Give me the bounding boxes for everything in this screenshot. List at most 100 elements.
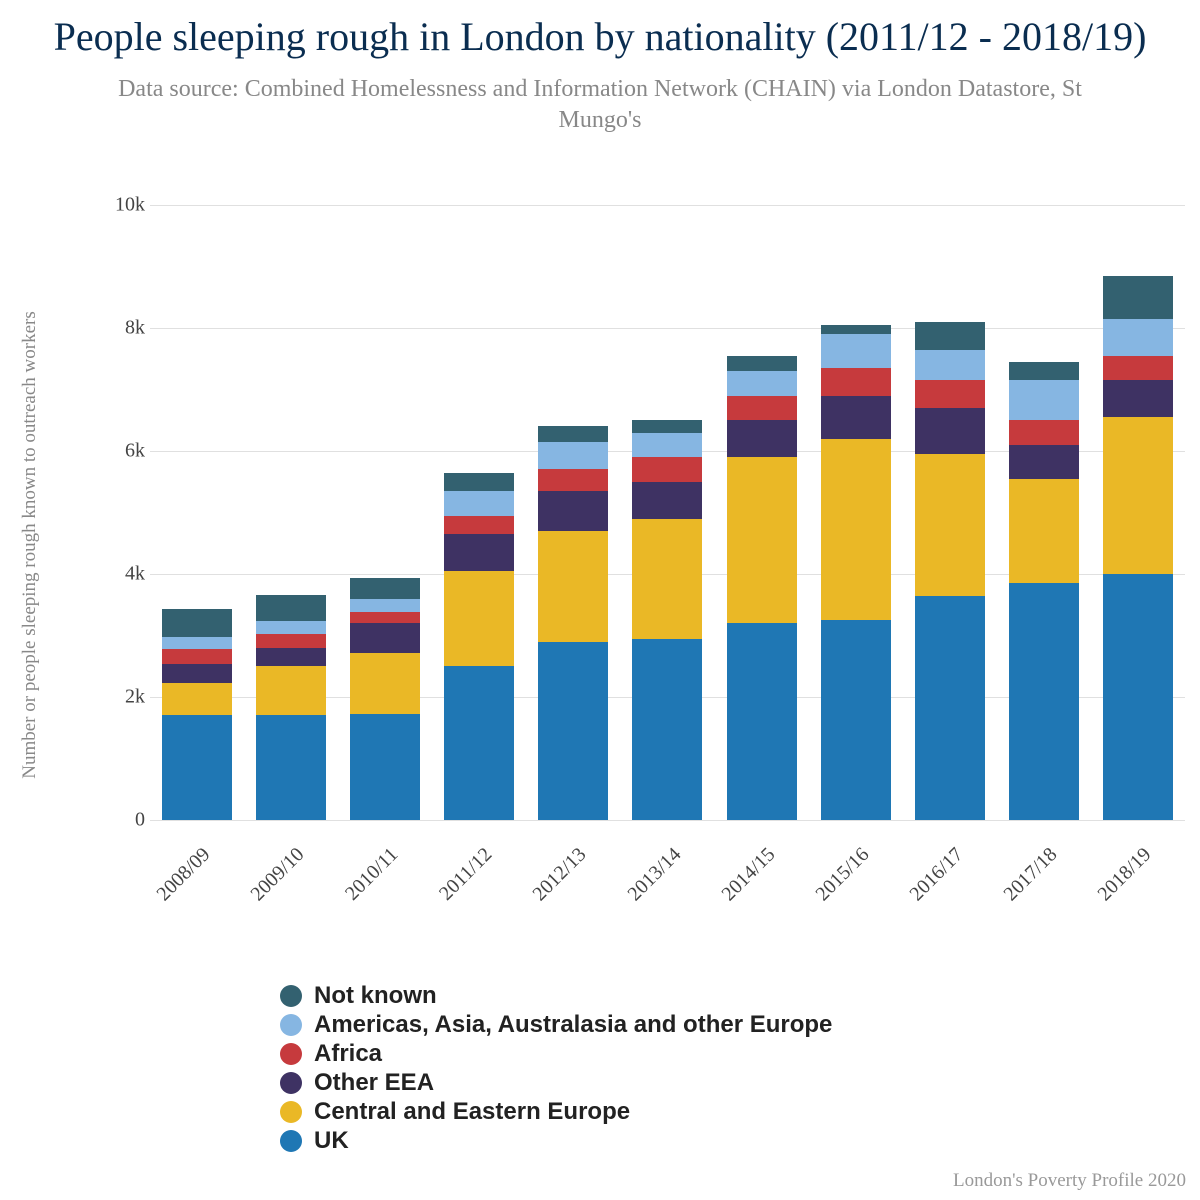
bar-segment-not_known	[915, 322, 985, 350]
bar-segment-uk	[256, 715, 326, 820]
bar-segment-africa	[350, 612, 420, 623]
bar-segment-africa	[632, 457, 702, 482]
bar-column	[162, 609, 232, 820]
bar-segment-other_eea	[162, 664, 232, 682]
legend: Not knownAmericas, Asia, Australasia and…	[280, 981, 832, 1156]
x-tick-label: 2009/10	[222, 843, 309, 930]
bar-segment-americas	[444, 491, 514, 516]
legend-swatch	[280, 1043, 302, 1065]
y-axis-label: Number or people sleeping rough known to…	[19, 235, 41, 855]
bar-segment-not_known	[162, 609, 232, 637]
bar-segment-uk	[727, 623, 797, 820]
bar-segment-other_eea	[444, 534, 514, 571]
legend-swatch	[280, 1101, 302, 1123]
bar-segment-americas	[1009, 380, 1079, 420]
bar-segment-uk	[444, 666, 514, 820]
bar-segment-uk	[538, 642, 608, 820]
legend-label: UK	[314, 1127, 349, 1155]
chart-subtitle: Data source: Combined Homelessness and I…	[0, 74, 1200, 136]
bar-segment-africa	[162, 649, 232, 664]
bar-segment-uk	[1009, 583, 1079, 820]
x-tick-label: 2014/15	[693, 843, 780, 930]
bar-column	[256, 595, 326, 820]
bar-segment-africa	[1009, 420, 1079, 445]
bar-segment-not_known	[444, 473, 514, 491]
gridline	[150, 820, 1185, 821]
bar-segment-not_known	[821, 325, 891, 334]
y-tick-label: 0	[135, 809, 145, 832]
bar-column	[727, 356, 797, 820]
legend-swatch	[280, 1014, 302, 1036]
bar-segment-other_eea	[350, 623, 420, 653]
bar-segment-africa	[538, 469, 608, 491]
legend-swatch	[280, 1130, 302, 1152]
bar-segment-africa	[727, 396, 797, 421]
chart-area: Number or people sleeping rough known to…	[20, 195, 1190, 895]
bar-segment-africa	[915, 380, 985, 408]
bar-column	[632, 420, 702, 820]
x-tick-label: 2016/17	[881, 843, 968, 930]
x-tick-label: 2008/09	[128, 843, 215, 930]
legend-label: Not known	[314, 982, 437, 1010]
x-tick-label: 2015/16	[787, 843, 874, 930]
bar-column	[444, 473, 514, 820]
bar-segment-cee	[821, 439, 891, 620]
y-tick-label: 8k	[125, 317, 145, 340]
x-tick-label: 2017/18	[975, 843, 1062, 930]
chart-title: People sleeping rough in London by natio…	[0, 0, 1200, 62]
bar-segment-americas	[256, 621, 326, 635]
bar-segment-americas	[538, 442, 608, 470]
bar-segment-other_eea	[727, 420, 797, 457]
bar-segment-africa	[444, 516, 514, 534]
bar-column	[915, 322, 985, 820]
y-tick-label: 6k	[125, 440, 145, 463]
bar-segment-cee	[444, 571, 514, 666]
legend-item: Americas, Asia, Australasia and other Eu…	[280, 1011, 832, 1039]
legend-label: Central and Eastern Europe	[314, 1098, 630, 1126]
bar-segment-cee	[1103, 417, 1173, 574]
bar-segment-other_eea	[1103, 380, 1173, 417]
x-tick-label: 2012/13	[505, 843, 592, 930]
bar-segment-other_eea	[1009, 445, 1079, 479]
bar-segment-africa	[821, 368, 891, 396]
legend-item: Other EEA	[280, 1069, 832, 1097]
legend-swatch	[280, 1072, 302, 1094]
bar-segment-uk	[632, 639, 702, 820]
bar-segment-not_known	[727, 356, 797, 371]
bar-segment-uk	[1103, 574, 1173, 820]
bar-segment-uk	[915, 596, 985, 820]
legend-item: Africa	[280, 1040, 832, 1068]
bar-segment-cee	[915, 454, 985, 595]
y-tick-label: 2k	[125, 686, 145, 709]
bar-segment-cee	[350, 653, 420, 715]
legend-label: Other EEA	[314, 1069, 434, 1097]
bar-segment-cee	[1009, 479, 1079, 584]
bar-segment-americas	[821, 334, 891, 368]
bar-column	[538, 426, 608, 820]
chart-footer: London's Poverty Profile 2020	[953, 1170, 1186, 1192]
bar-segment-americas	[632, 433, 702, 458]
bar-segment-americas	[350, 599, 420, 613]
legend-item: UK	[280, 1127, 832, 1155]
bar-column	[350, 578, 420, 820]
bar-segment-other_eea	[915, 408, 985, 454]
bar-segment-africa	[256, 634, 326, 648]
bar-segment-uk	[162, 715, 232, 820]
bar-segment-other_eea	[632, 482, 702, 519]
plot-area	[150, 205, 1185, 820]
bar-segment-africa	[1103, 356, 1173, 381]
bar-segment-other_eea	[256, 648, 326, 666]
y-tick-label: 10k	[115, 194, 145, 217]
bar-segment-not_known	[350, 578, 420, 598]
bar-segment-americas	[915, 350, 985, 381]
bar-segment-cee	[538, 531, 608, 642]
x-tick-label: 2018/19	[1069, 843, 1156, 930]
x-tick-label: 2011/12	[410, 843, 497, 930]
legend-item: Central and Eastern Europe	[280, 1098, 832, 1126]
bar-segment-not_known	[1103, 276, 1173, 319]
bar-segment-uk	[350, 714, 420, 820]
bar-segment-americas	[727, 371, 797, 396]
bar-segment-other_eea	[821, 396, 891, 439]
bar-segment-not_known	[538, 426, 608, 441]
bar-segment-not_known	[1009, 362, 1079, 380]
